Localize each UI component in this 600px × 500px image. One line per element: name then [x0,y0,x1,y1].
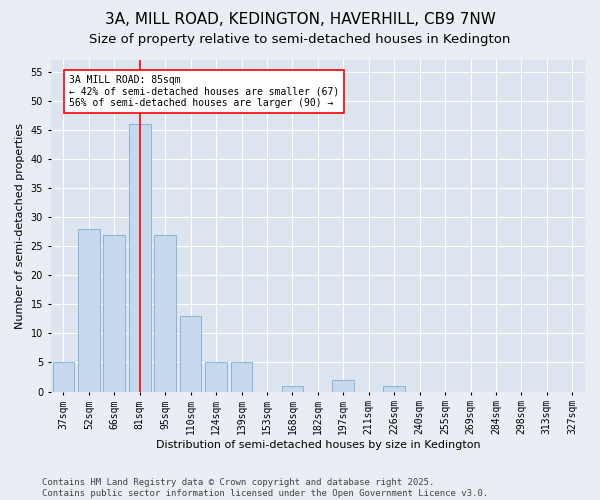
Bar [78,228,100,392]
Bar [231,362,253,392]
Text: Size of property relative to semi-detached houses in Kedington: Size of property relative to semi-detach… [89,32,511,46]
Text: 3A, MILL ROAD, KEDINGTON, HAVERHILL, CB9 7NW: 3A, MILL ROAD, KEDINGTON, HAVERHILL, CB9… [104,12,496,28]
Bar [205,362,227,392]
Bar [281,386,303,392]
Bar [180,316,202,392]
Bar [332,380,354,392]
Text: 3A MILL ROAD: 85sqm
← 42% of semi-detached houses are smaller (67)
56% of semi-d: 3A MILL ROAD: 85sqm ← 42% of semi-detach… [68,74,339,108]
Y-axis label: Number of semi-detached properties: Number of semi-detached properties [15,123,25,329]
Bar [53,362,74,392]
X-axis label: Distribution of semi-detached houses by size in Kedington: Distribution of semi-detached houses by … [155,440,480,450]
Bar [383,386,405,392]
Bar [154,234,176,392]
Bar [129,124,151,392]
Text: Contains HM Land Registry data © Crown copyright and database right 2025.
Contai: Contains HM Land Registry data © Crown c… [42,478,488,498]
Bar [103,234,125,392]
